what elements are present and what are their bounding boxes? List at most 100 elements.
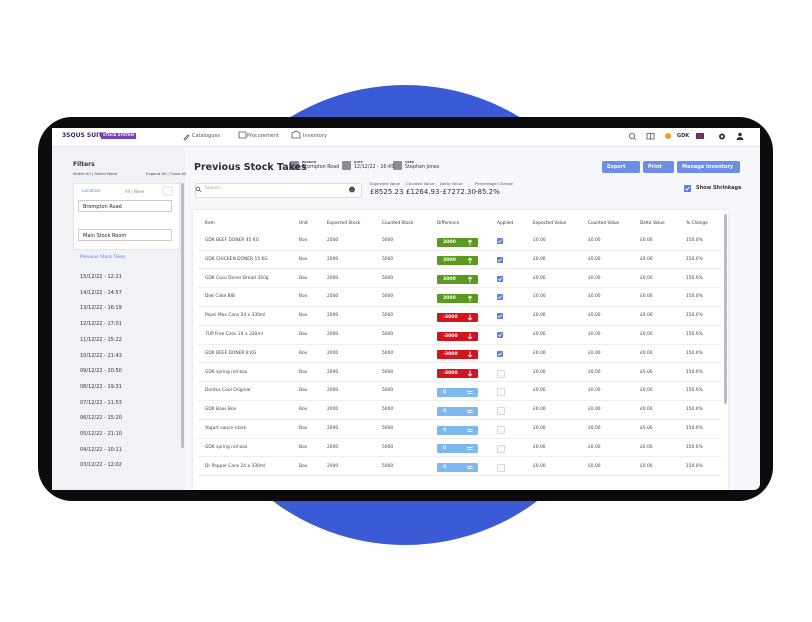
cell-expected: 2000 <box>327 388 339 394</box>
cell-expected-value: £0.00 <box>533 388 546 394</box>
applied-checkbox[interactable] <box>497 426 505 434</box>
stock-take-date[interactable]: 05/12/22 - 21:10 <box>80 431 122 437</box>
location-label: Location <box>82 189 101 194</box>
cell-item: GDK BEEF DONER 8 KG <box>205 350 257 356</box>
cell-change: 150.0% <box>686 463 703 469</box>
header-button[interactable]: Export <box>602 161 640 173</box>
header-button[interactable]: Print <box>643 161 674 173</box>
stat-label: Delta Value <box>440 181 463 186</box>
stock-take-date[interactable]: 06/12/22 - 15:20 <box>80 415 122 422</box>
difference-icon <box>467 351 473 358</box>
row-divider <box>197 268 721 270</box>
applied-checkbox[interactable] <box>497 369 505 378</box>
cell-change: 150.0% <box>686 294 703 300</box>
applied-checkbox[interactable] <box>497 444 505 453</box>
meta-label: DATE <box>354 160 363 164</box>
cell-expected-value: £0.00 <box>533 444 546 450</box>
cell-item: GDK spring roll box <box>205 369 248 375</box>
applied-checkbox[interactable] <box>497 294 503 301</box>
cell-expected: 2000 <box>327 238 339 243</box>
check <box>497 314 503 319</box>
logo-badge: STOCK SYSTEM <box>101 133 137 139</box>
cell-change: 150.0% <box>686 256 703 262</box>
check <box>497 333 503 338</box>
cell-unit: Box <box>299 388 308 394</box>
applied-checkbox[interactable] <box>497 388 505 397</box>
cell-expected-value: £0.00 <box>533 426 546 431</box>
cell-counted-value: £0.00 <box>588 332 601 337</box>
cell-item: Yogurt sauce (dark <box>205 426 247 431</box>
stock-take-date[interactable]: 04/12/22 - 10:11 <box>80 446 122 453</box>
nav-item[interactable]: Inventory <box>303 133 327 139</box>
row-divider <box>197 456 721 458</box>
stock-take-date[interactable]: 15/12/22 - 12:21 <box>80 274 122 280</box>
column-header: Difference <box>437 221 460 226</box>
meta-value: 12/12/22 - 16:45 <box>354 165 395 170</box>
difference-badge: 0 <box>437 425 478 435</box>
stock-take-date[interactable]: 14/12/22 - 14:57 <box>80 289 122 296</box>
difference-icon <box>467 238 473 245</box>
cell-delta-value: £0.00 <box>640 350 653 356</box>
difference-icon <box>467 409 473 413</box>
stat-label: Counted Value <box>406 181 435 186</box>
row-divider <box>197 249 721 251</box>
cell-counted: 5000 <box>382 350 394 356</box>
cell-counted: 5000 <box>382 332 394 337</box>
stock-take-date[interactable]: 13/12/22 - 16:19 <box>80 305 122 312</box>
cell-counted: 5000 <box>382 444 394 450</box>
difference-icon <box>467 257 473 264</box>
cell-unit: Box <box>299 238 308 243</box>
applied-checkbox[interactable] <box>497 275 503 282</box>
column-header: Delta Value <box>640 221 665 226</box>
applied-checkbox[interactable] <box>497 407 505 416</box>
cell-counted-value: £0.00 <box>588 238 601 243</box>
filters-title: Filters <box>73 161 95 168</box>
cell-change: 150.0% <box>686 238 703 243</box>
stock-take-date[interactable]: 08/12/22 - 19:31 <box>80 383 122 390</box>
nav-item[interactable]: Catalogues <box>192 133 221 139</box>
cell-item: GDK spring roll box <box>205 444 248 450</box>
cell-counted: 5000 <box>382 313 394 319</box>
stock-take-date[interactable]: 11/12/22 - 15:22 <box>80 336 122 343</box>
applied-checkbox[interactable] <box>497 238 503 244</box>
meta-value: Brompton Road <box>302 165 340 170</box>
column-header: Expected Value <box>533 221 567 226</box>
check <box>497 276 503 281</box>
cell-counted-value: £0.00 <box>588 256 601 262</box>
cell-delta-value: £0.00 <box>640 444 653 450</box>
stock-take-date[interactable]: 10/12/22 - 21:43 <box>80 352 122 359</box>
cell-expected: 2000 <box>327 444 339 450</box>
logo: 3SQUS SUITE <box>62 132 107 139</box>
cell-expected-value: £0.00 <box>533 238 546 243</box>
shrinkage-label[interactable]: Show Shrinkage <box>696 185 742 191</box>
difference-badge: 3000 <box>437 237 478 247</box>
applied-checkbox[interactable] <box>497 256 503 263</box>
difference-badge: -3000 <box>437 312 478 322</box>
stock-take-date[interactable]: 09/12/22 - 20:50 <box>80 368 122 375</box>
nav-user: GDK <box>677 133 690 139</box>
search-input[interactable]: Search... <box>205 186 225 191</box>
stock-take-date[interactable]: 03/12/22 - 12:02 <box>80 462 122 469</box>
check <box>497 352 503 356</box>
nav-item[interactable]: Procurement <box>247 133 279 139</box>
applied-checkbox[interactable] <box>497 313 503 320</box>
header-button[interactable]: Manage Inventory <box>677 161 740 173</box>
cell-item: GDK CHICKEN DONER 15 KG <box>205 256 268 262</box>
cell-delta-value: £0.00 <box>640 388 653 394</box>
stock-take-date[interactable]: 12/12/22 - 17:01 <box>80 321 122 328</box>
cell-counted-value: £0.00 <box>588 350 601 356</box>
cell-counted-value: £0.00 <box>588 444 601 450</box>
cell-change: 150.0% <box>686 275 703 281</box>
cell-expected: 2000 <box>327 294 339 300</box>
stock-take-date[interactable]: 07/12/22 - 11:53 <box>80 399 122 406</box>
applied-checkbox[interactable] <box>497 350 503 357</box>
column-header: Applied <box>497 221 514 226</box>
cell-delta-value: £0.00 <box>640 294 653 300</box>
applied-checkbox[interactable] <box>497 463 505 472</box>
cell-change: 150.0% <box>686 426 703 431</box>
applied-checkbox[interactable] <box>497 332 503 338</box>
cell-counted: 5000 <box>382 426 394 431</box>
stat-label: Expected Value <box>370 181 401 186</box>
cell-counted-value: £0.00 <box>588 426 601 431</box>
cell-expected-value: £0.00 <box>533 369 546 375</box>
